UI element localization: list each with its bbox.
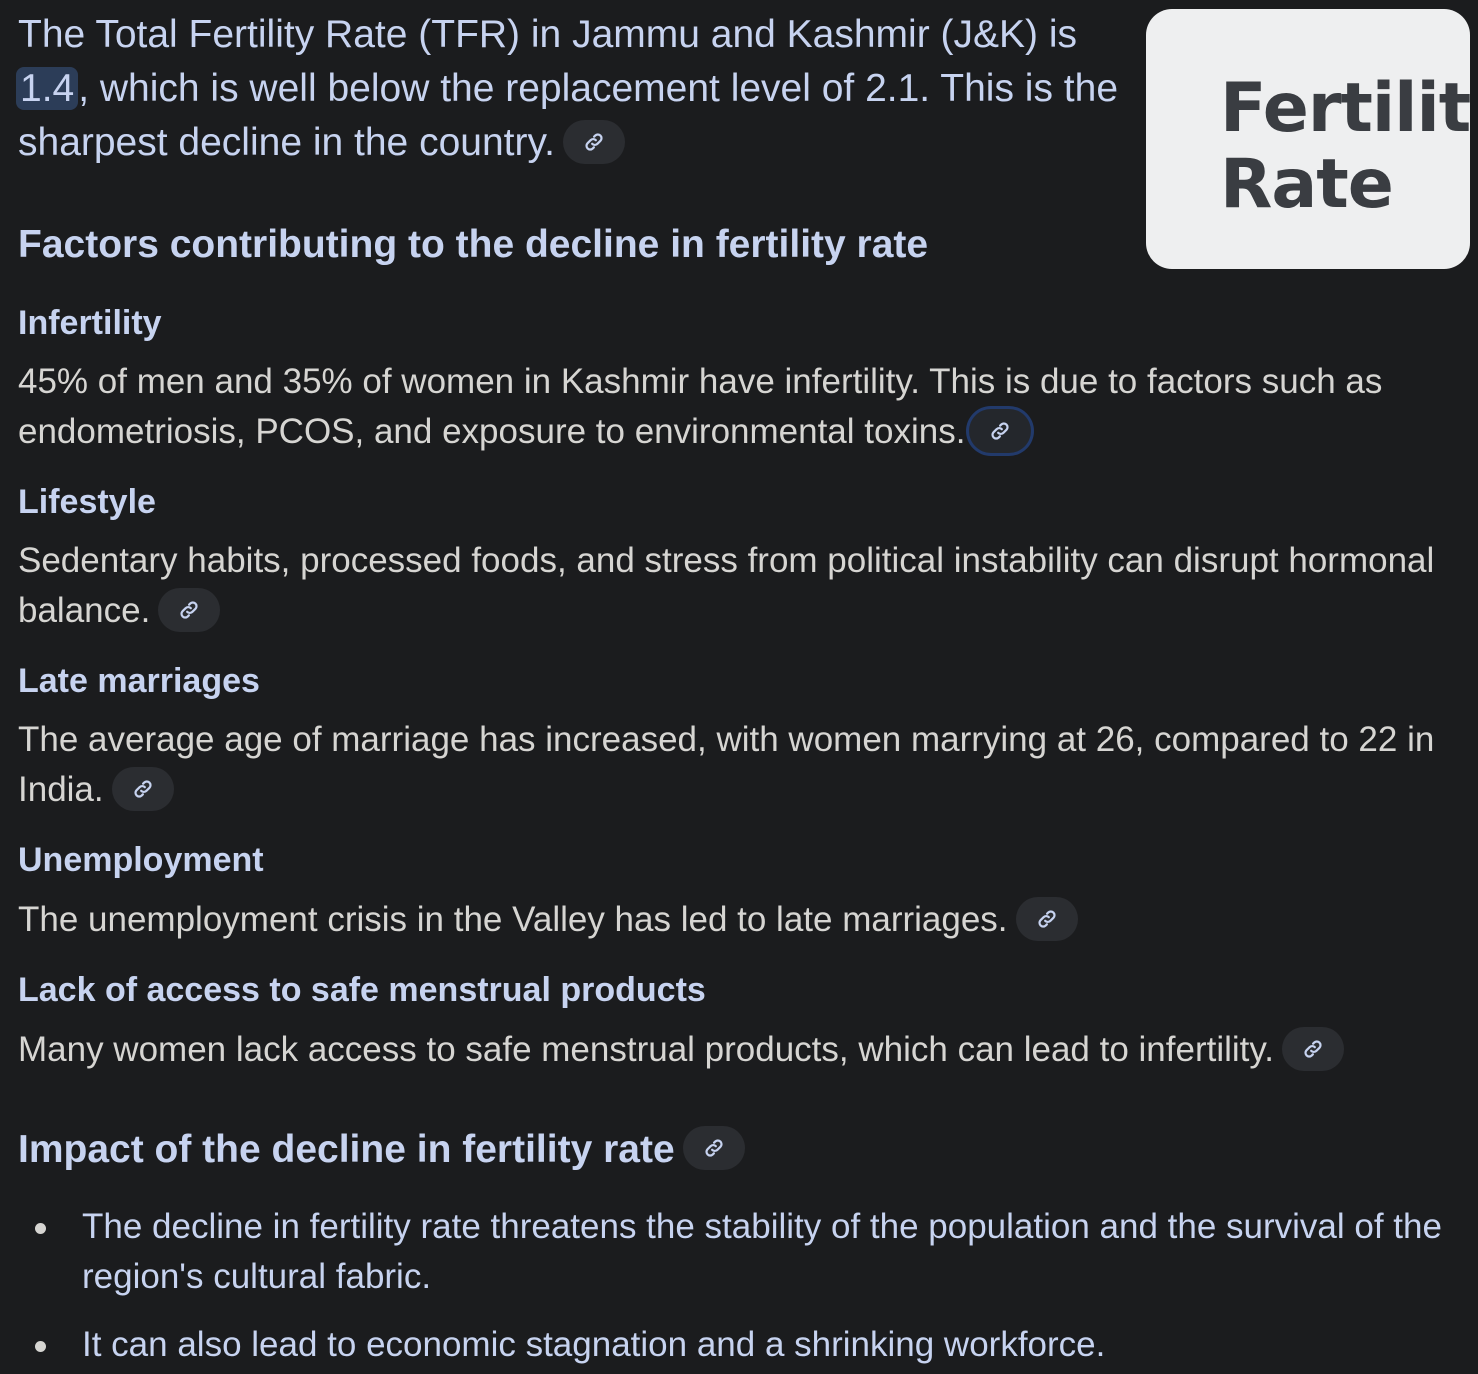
impact-bullet: The decline in fertility rate threatens … <box>0 1202 1452 1302</box>
factor-body-text: 45% of men and 35% of women in Kashmir h… <box>18 362 1383 451</box>
link-icon <box>134 780 152 798</box>
intro-paragraph: The Total Fertility Rate (TFR) in Jammu … <box>16 8 1128 170</box>
link-icon <box>180 601 198 619</box>
impact-list: The decline in fertility rate threatens … <box>0 1202 1478 1374</box>
source-link-button[interactable] <box>1282 1026 1345 1071</box>
link-icon <box>991 422 1010 440</box>
link-icon <box>1037 910 1056 928</box>
factor-body-text: The average age of marriage has increase… <box>18 720 1435 809</box>
source-link-button[interactable] <box>682 1125 745 1170</box>
intro-text-after: , which is well below the replacement le… <box>18 67 1119 164</box>
link-icon <box>705 1139 723 1157</box>
thumbnail-text: Fertility Rate <box>1220 69 1470 224</box>
factor-body-menstrual-products: Many women lack access to safe menstrual… <box>18 1025 1458 1075</box>
factor-title-unemployment: Unemployment <box>18 841 264 879</box>
source-link-button[interactable] <box>111 766 174 811</box>
factor-body-text: Sedentary habits, processed foods, and s… <box>18 541 1435 630</box>
factor-body-unemployment: The unemployment crisis in the Valley ha… <box>18 895 1458 945</box>
impact-heading-text: Impact of the decline in fertility rate <box>18 1128 675 1171</box>
factor-body-text: The unemployment crisis in the Valley ha… <box>18 900 1008 939</box>
factor-body-infertility: 45% of men and 35% of women in Kashmir h… <box>18 357 1458 457</box>
link-icon <box>585 133 603 151</box>
fertility-rate-thumbnail[interactable]: Fertility Rate <box>1146 9 1470 269</box>
factor-body-late-marriages: The average age of marriage has increase… <box>18 715 1458 815</box>
factors-heading: Factors contributing to the decline in f… <box>18 223 929 266</box>
source-link-button[interactable] <box>562 119 625 164</box>
factor-title-lifestyle: Lifestyle <box>18 483 156 521</box>
impact-bullet: It can also lead to economic stagnation … <box>0 1320 1452 1370</box>
link-icon <box>1304 1040 1322 1058</box>
intro-text-before: The Total Fertility Rate (TFR) in Jammu … <box>18 13 1078 56</box>
factor-title-late-marriages: Late marriages <box>18 662 260 700</box>
tfr-highlight[interactable]: 1.4 <box>16 67 79 110</box>
factor-body-text: Many women lack access to safe menstrual… <box>18 1030 1275 1069</box>
factor-title-menstrual-products: Lack of access to safe menstrual product… <box>18 971 706 1009</box>
impact-heading: Impact of the decline in fertility rate <box>18 1125 745 1174</box>
factor-body-lifestyle: Sedentary habits, processed foods, and s… <box>18 536 1458 636</box>
source-link-button[interactable] <box>158 587 221 632</box>
source-link-button[interactable] <box>1015 896 1078 941</box>
factor-title-infertility: Infertility <box>18 304 162 342</box>
source-link-button[interactable] <box>969 408 1032 453</box>
